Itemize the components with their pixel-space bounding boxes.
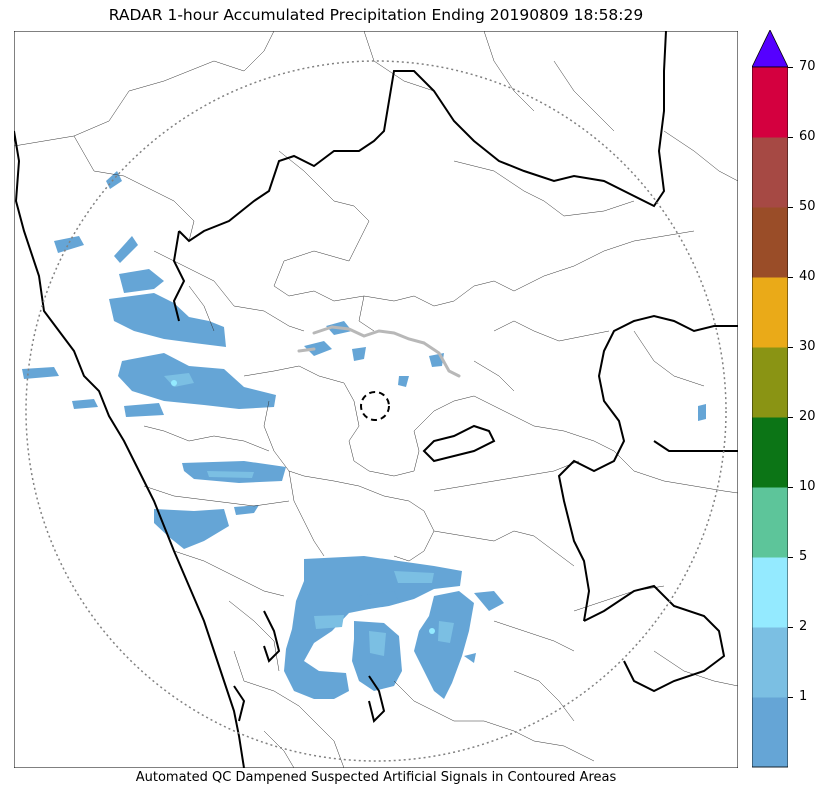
colorbar-tick [788,277,793,278]
state-boundaries [14,31,738,768]
colorbar-tick [788,67,793,68]
precipitation-peaks [171,380,435,634]
colorbar-tick-label: 5 [799,549,808,564]
colorbar-tick [788,557,793,558]
colorbar-tick-label: 60 [799,129,816,144]
colorbar-tick-label: 10 [799,479,816,494]
colorbar-tick-label: 30 [799,339,816,354]
colorbar-tick [788,207,793,208]
colorbar-level-50-60 [752,137,788,208]
colorbar-tick-label: 1 [799,689,808,704]
map-title: RADAR 1-hour Accumulated Precipitation E… [108,6,644,24]
radar-range-ring [25,60,727,762]
colorbar-level-1-2 [752,627,788,698]
map-caption: Automated QC Dampened Suspected Artifici… [135,770,617,785]
colorbar-tick [788,487,793,488]
colorbar-level-40-50 [752,207,788,278]
colorbar [752,30,788,768]
colorbar-tick-label: 40 [799,269,816,284]
colorbar-tick-label: 50 [799,199,816,214]
colorbar-tick [788,347,793,348]
colorbar-level-30-40 [752,277,788,348]
colorbar-level-0-1 [752,697,788,768]
precipitation-echoes [22,171,706,699]
colorbar-tick [788,627,793,628]
colorbar-extend-arrow [752,30,788,68]
colorbar-level-60-70 [752,67,788,138]
district-boundaries [14,31,738,768]
colorbar-tick [788,137,793,138]
colorbar-tick-label: 70 [799,59,816,74]
colorbar-level-2-5 [752,557,788,628]
colorbar-tick [788,417,793,418]
colorbar-level-5-10 [752,487,788,558]
colorbar-level-20-30 [752,347,788,418]
colorbar-level-10-20 [752,417,788,488]
colorbar-tick-label: 20 [799,409,816,424]
colorbar-blocks [752,67,788,768]
colorbar-tick-label: 2 [799,619,808,634]
radar-map [14,31,738,768]
qc-contoured-areas [297,325,461,378]
colorbar-tick [788,697,793,698]
radar-site-marker [360,391,390,421]
